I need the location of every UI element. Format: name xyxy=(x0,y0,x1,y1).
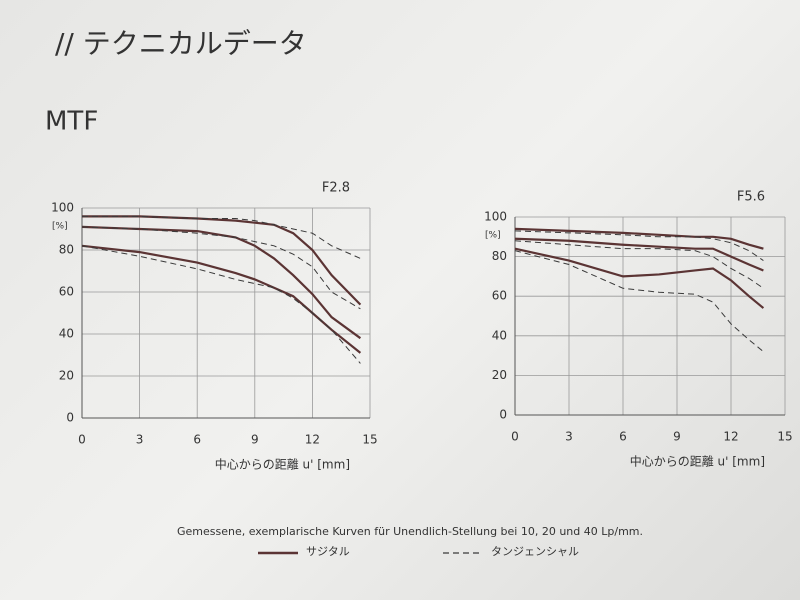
x-tick-label: 6 xyxy=(619,430,627,444)
mtf-line xyxy=(514,237,764,272)
y-tick-label: 0 xyxy=(499,408,507,422)
mtf-line xyxy=(81,245,361,364)
x-tick-label: 9 xyxy=(251,433,259,447)
x-tick-label: 0 xyxy=(511,430,519,444)
chart-title: F2.8 xyxy=(322,181,350,196)
legend-label: サジタル xyxy=(306,545,350,558)
mtf-line xyxy=(514,247,765,309)
y-tick-label: 20 xyxy=(59,369,74,383)
y-tick-label: 40 xyxy=(59,327,74,341)
y-tick-label: 20 xyxy=(492,368,507,382)
x-tick-label: 3 xyxy=(136,433,144,447)
mtf-line xyxy=(514,230,764,261)
y-tick-label: 40 xyxy=(492,328,507,342)
slide-subtitle: MTF xyxy=(45,107,98,137)
x-tick-label: 12 xyxy=(305,433,320,447)
legend-label: タンジェンシャル xyxy=(491,545,579,558)
x-tick-label: 9 xyxy=(673,430,681,444)
y-axis-label: [%] xyxy=(52,222,68,232)
x-tick-label: 3 xyxy=(565,430,573,444)
y-tick-label: 60 xyxy=(59,285,74,299)
mtf-line xyxy=(81,226,361,310)
y-tick-label: 0 xyxy=(66,411,74,425)
mtf-line xyxy=(82,215,362,306)
x-axis-label: 中心からの距離 u' [mm] xyxy=(630,454,765,469)
y-tick-label: 60 xyxy=(492,289,507,303)
y-tick-label: 80 xyxy=(492,249,507,263)
slide-title: // テクニカルデータ xyxy=(55,27,307,60)
x-tick-label: 15 xyxy=(777,430,792,444)
y-tick-label: 100 xyxy=(484,210,507,224)
mtf-line xyxy=(82,215,361,259)
mtf-line xyxy=(81,225,362,340)
y-tick-label: 100 xyxy=(51,201,74,215)
y-axis-label: [%] xyxy=(485,231,501,241)
x-tick-label: 12 xyxy=(723,430,738,444)
mtf-line xyxy=(514,240,764,289)
x-tick-label: 0 xyxy=(78,433,86,447)
y-tick-label: 80 xyxy=(59,243,74,257)
mtf-line xyxy=(81,244,362,354)
x-axis-label: 中心からの距離 u' [mm] xyxy=(215,457,350,472)
footnote: Gemessene, exemplarische Kurven für Unen… xyxy=(177,525,643,538)
x-tick-label: 6 xyxy=(193,433,201,447)
x-tick-label: 15 xyxy=(362,433,377,447)
chart-title: F5.6 xyxy=(737,190,765,205)
mtf-line xyxy=(514,250,764,353)
